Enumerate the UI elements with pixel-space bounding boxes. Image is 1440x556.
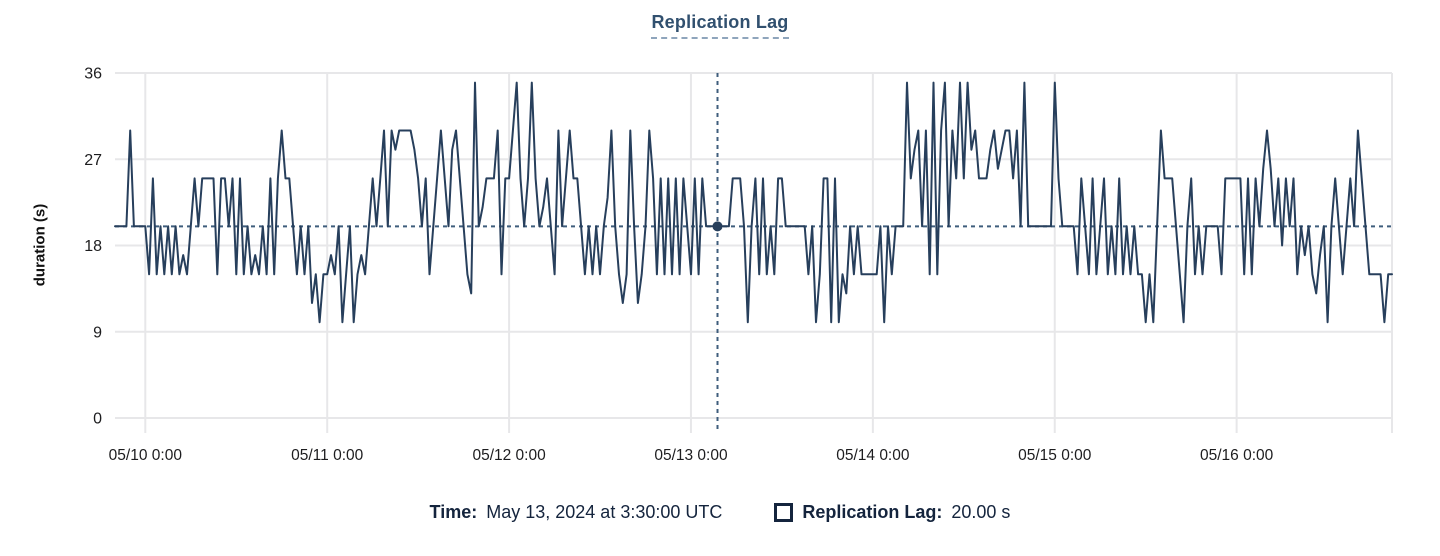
lag-line-chart[interactable]: 36 27 18 9 0 05/10 0:00 05/11 0:00 05/12 0:00 05…: [0, 0, 1440, 480]
replication-lag-series-line[interactable]: [114, 81, 1393, 324]
series-value: 20.00 s: [951, 502, 1011, 522]
y-tick-label: 36: [84, 66, 102, 83]
x-tick-label: 05/14 0:00: [836, 447, 910, 464]
x-tick-label: 05/13 0:00: [654, 447, 728, 464]
x-tick-label: 05/12 0:00: [472, 447, 546, 464]
time-label: Time:: [429, 502, 478, 522]
chart-title-link[interactable]: Replication Lag: [651, 12, 789, 39]
hovered-point-dot: [712, 221, 723, 232]
chart-title-row: Replication Lag: [0, 12, 1440, 39]
y-tick-label: 9: [93, 324, 102, 341]
series-label[interactable]: Replication Lag:: [802, 502, 943, 522]
x-tick-label: 05/11 0:00: [291, 447, 363, 464]
y-tick-label: 27: [84, 152, 102, 169]
x-tick-label: 05/16 0:00: [1200, 447, 1274, 464]
y-tick-label: 0: [93, 411, 102, 428]
x-tick-label: 05/10 0:00: [109, 447, 183, 464]
series-swatch-icon[interactable]: [774, 503, 794, 522]
hover-readout-row: Time: May 13, 2024 at 3:30:00 UTC Replic…: [0, 502, 1440, 523]
y-tick-label: 18: [84, 238, 102, 255]
x-tick-label: 05/15 0:00: [1018, 447, 1092, 464]
time-value: May 13, 2024 at 3:30:00 UTC: [486, 502, 723, 522]
